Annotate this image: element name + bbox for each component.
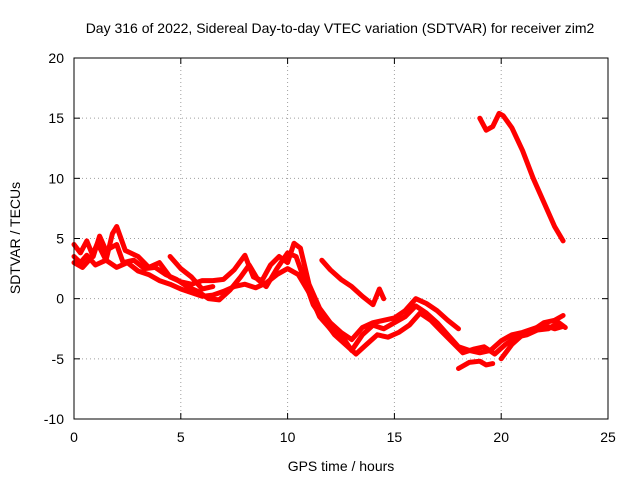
y-tick-label: 10 bbox=[48, 170, 64, 186]
y-tick-label: 0 bbox=[56, 291, 64, 307]
x-axis-label: GPS time / hours bbox=[288, 458, 395, 474]
y-axis-label: SDTVAR / TECUs bbox=[7, 182, 23, 294]
x-tick-label: 20 bbox=[493, 429, 509, 445]
chart-title: Day 316 of 2022, Sidereal Day-to-day VTE… bbox=[86, 20, 595, 36]
series-track-h bbox=[498, 313, 566, 362]
series-track-b bbox=[71, 233, 568, 357]
y-tick-label: 20 bbox=[48, 50, 64, 66]
series-layer bbox=[71, 110, 568, 371]
series-track-e bbox=[319, 257, 387, 308]
tick-layer: 0 5 10 15 20 25 -10 -5 0 5 10 15 20 bbox=[44, 50, 616, 445]
grid bbox=[74, 58, 608, 419]
x-tick-label: 15 bbox=[387, 429, 403, 445]
y-tick-label: 5 bbox=[56, 231, 64, 247]
x-tick-label: 25 bbox=[600, 429, 616, 445]
x-tick-label: 5 bbox=[177, 429, 185, 445]
series-track-c bbox=[71, 224, 461, 343]
y-tick-label: -5 bbox=[52, 351, 65, 367]
series-track-g bbox=[477, 110, 566, 244]
y-tick-label: -10 bbox=[44, 411, 64, 427]
series-track-f bbox=[456, 358, 496, 371]
x-tick-label: 0 bbox=[70, 429, 78, 445]
y-tick-label: 15 bbox=[48, 110, 64, 126]
series-track-d bbox=[167, 254, 216, 292]
x-tick-label: 10 bbox=[280, 429, 296, 445]
